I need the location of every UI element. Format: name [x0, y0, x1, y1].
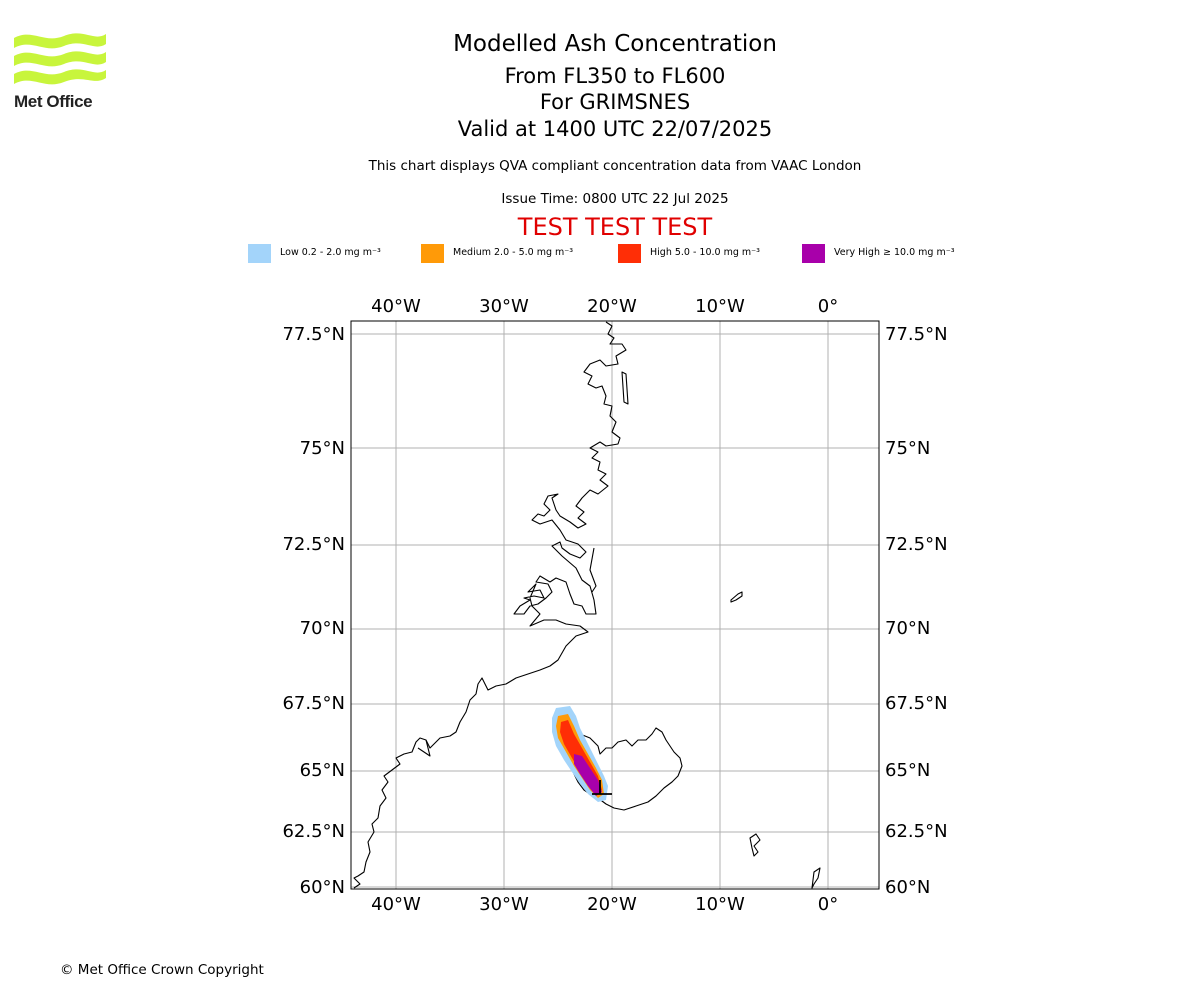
lon-tick-label: 10°W: [695, 894, 745, 915]
lat-tick-label: 62.5°N: [282, 821, 345, 842]
lon-tick-label: 20°W: [587, 296, 637, 317]
volcano-marker-icon: [592, 780, 612, 795]
greenland-coastline: [353, 321, 627, 889]
lon-tick-label: 30°W: [479, 894, 529, 915]
flight-level-range: From FL350 to FL600: [504, 64, 726, 88]
jan-mayen-coastline: [730, 591, 743, 603]
legend-swatch-low: [248, 244, 271, 263]
lat-ticks-left: 77.5°N 75°N 72.5°N 70°N 67.5°N 65°N 62.5…: [282, 324, 345, 898]
lon-ticks-bottom: 40°W 30°W 20°W 10°W 0°: [371, 894, 838, 915]
iceland-coastline: [567, 727, 683, 811]
lon-tick-label: 40°W: [371, 296, 421, 317]
lat-tick-label: 65°N: [885, 760, 930, 781]
faroe-coastline: [749, 833, 761, 857]
lat-tick-label: 77.5°N: [282, 324, 345, 345]
met-office-logo-icon: [14, 33, 106, 85]
lat-tick-label: 60°N: [885, 877, 930, 898]
lat-tick-label: 72.5°N: [282, 534, 345, 555]
lat-tick-label: 67.5°N: [282, 693, 345, 714]
lat-tick-label: 60°N: [300, 877, 345, 898]
volcano-name: For GRIMSNES: [539, 90, 691, 114]
legend-swatch-very-high: [802, 244, 825, 263]
map-gridlines: [351, 321, 879, 889]
legend-swatch-medium: [421, 244, 444, 263]
lon-tick-label: 10°W: [695, 296, 745, 317]
lat-tick-label: 67.5°N: [885, 693, 948, 714]
lat-tick-label: 62.5°N: [885, 821, 948, 842]
lon-tick-label: 0°: [818, 894, 838, 915]
legend-swatch-high: [618, 244, 641, 263]
copyright-notice: © Met Office Crown Copyright: [60, 962, 264, 978]
coastlines: [353, 321, 821, 889]
legend-label-high: High 5.0 - 10.0 mg m⁻³: [650, 247, 760, 258]
ash-very-high-area: [574, 754, 602, 796]
met-office-logo-text: Met Office: [14, 92, 93, 111]
lat-tick-label: 75°N: [885, 438, 930, 459]
valid-time: Valid at 1400 UTC 22/07/2025: [457, 117, 773, 141]
lon-ticks-top: 40°W 30°W 20°W 10°W 0°: [371, 296, 838, 317]
shetland-coastline: [811, 867, 821, 889]
legend-label-very-high: Very High ≥ 10.0 mg m⁻³: [834, 247, 955, 258]
lat-tick-label: 72.5°N: [885, 534, 948, 555]
issue-time: Issue Time: 0800 UTC 22 Jul 2025: [501, 191, 729, 207]
ash-plume: [552, 706, 608, 802]
legend-label-medium: Medium 2.0 - 5.0 mg m⁻³: [453, 247, 574, 258]
lat-tick-label: 70°N: [885, 618, 930, 639]
data-note: This chart displays QVA compliant concen…: [368, 158, 862, 174]
lat-tick-label: 77.5°N: [885, 324, 948, 345]
lon-tick-label: 40°W: [371, 894, 421, 915]
lat-tick-label: 75°N: [300, 438, 345, 459]
concentration-legend: Low 0.2 - 2.0 mg m⁻³ Medium 2.0 - 5.0 mg…: [0, 244, 1200, 264]
lat-tick-label: 65°N: [300, 760, 345, 781]
legend-label-low: Low 0.2 - 2.0 mg m⁻³: [280, 247, 381, 258]
lon-tick-label: 0°: [818, 296, 838, 317]
lat-ticks-right: 77.5°N 75°N 72.5°N 70°N 67.5°N 65°N 62.5…: [885, 324, 948, 898]
lon-tick-label: 20°W: [587, 894, 637, 915]
chart-title: Modelled Ash Concentration: [453, 31, 777, 57]
lon-tick-label: 30°W: [479, 296, 529, 317]
test-banner: TEST TEST TEST: [517, 213, 713, 241]
map-frame: [350, 320, 880, 890]
lat-tick-label: 70°N: [300, 618, 345, 639]
